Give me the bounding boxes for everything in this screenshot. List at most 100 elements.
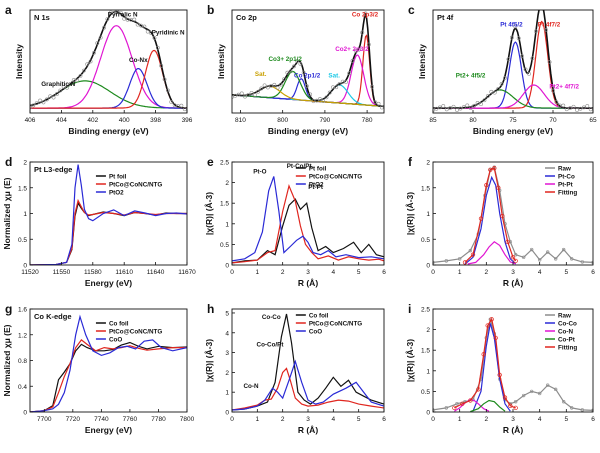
raw-point bbox=[291, 64, 296, 69]
x-tick-label: 80 bbox=[469, 117, 477, 124]
panel-i: i 0 1 2 3 4 5 6 0 0.5 1 1.5 2 2.5 R (Å) |χ(R)| (Å-3) Raw… bbox=[405, 302, 595, 435]
raw-point bbox=[44, 97, 49, 102]
fit-marker bbox=[502, 395, 508, 400]
raw-point bbox=[314, 98, 319, 103]
raw-point bbox=[357, 47, 361, 52]
raw-point bbox=[58, 88, 63, 93]
series-line-6 bbox=[232, 12, 384, 108]
y-tick-label: 0.4 bbox=[18, 384, 27, 391]
x-axis-label: R (Å) bbox=[298, 425, 318, 435]
annotation: Co-Nx bbox=[129, 57, 148, 64]
raw-point bbox=[256, 89, 260, 94]
x-tick-label: 4 bbox=[538, 416, 542, 423]
x-tick-label: 5 bbox=[565, 416, 569, 423]
raw-point bbox=[233, 93, 238, 98]
panel-a: a 406 404 402 400 398 396 Binding energy (eV) In… bbox=[5, 3, 193, 136]
annotation: Pyrrolic N bbox=[108, 12, 138, 19]
x-tick-label: 790 bbox=[319, 117, 330, 124]
x-tick-label: 0 bbox=[230, 269, 234, 276]
plot-area bbox=[30, 10, 187, 112]
raw-point bbox=[55, 92, 59, 96]
fit-marker bbox=[484, 183, 489, 188]
x-tick-label: 2 bbox=[485, 269, 489, 276]
y-tick-label: 1 bbox=[426, 368, 430, 375]
raw-point bbox=[516, 36, 521, 41]
legend-label: Pt-Co bbox=[558, 173, 575, 180]
raw-point bbox=[81, 68, 86, 73]
raw-point bbox=[468, 106, 473, 110]
y-tick-label: 0.5 bbox=[421, 237, 430, 244]
raw-point bbox=[523, 67, 528, 72]
x-tick-label: 11610 bbox=[115, 269, 133, 276]
y-axis-label: |χ(R)| (Å-3) bbox=[204, 192, 214, 235]
annotation: Co 2p1/2 bbox=[294, 73, 321, 80]
raw-point bbox=[269, 83, 273, 88]
raw-point bbox=[239, 91, 244, 96]
panel-b: b 810 800 790 780 Binding energy (eV) Intensit… bbox=[207, 3, 385, 136]
x-axis-label: R (Å) bbox=[503, 425, 523, 435]
panel-g: g 7700 7720 7740 7760 7780 7800 0 0.4 0.8 1.2 1.6 En… bbox=[2, 302, 195, 435]
raw-point bbox=[272, 82, 277, 87]
raw-point bbox=[544, 28, 549, 32]
series-line-2 bbox=[467, 241, 516, 265]
fit-marker bbox=[493, 335, 498, 340]
y-tick-label: 0.5 bbox=[220, 242, 229, 249]
raw-point bbox=[252, 92, 257, 97]
raw-point bbox=[513, 24, 518, 29]
raw-marker bbox=[580, 260, 585, 264]
x-axis-label: Binding energy (eV) bbox=[68, 126, 148, 136]
x-tick-label: 4 bbox=[538, 269, 542, 276]
y-tick-label: 2.5 bbox=[421, 307, 430, 314]
raw-point bbox=[363, 11, 368, 16]
raw-point bbox=[278, 82, 283, 87]
panel-letter: f bbox=[408, 155, 413, 169]
legend-label: Co-Co bbox=[558, 320, 577, 327]
y-tick-label: 1 bbox=[225, 390, 229, 397]
fit-marker bbox=[489, 317, 494, 322]
raw-point bbox=[575, 108, 579, 112]
raw-point bbox=[561, 103, 566, 108]
raw-marker bbox=[521, 393, 526, 398]
raw-marker bbox=[537, 258, 542, 262]
raw-marker bbox=[444, 259, 449, 263]
x-axis-label: Energy (eV) bbox=[85, 425, 132, 435]
raw-marker bbox=[569, 257, 574, 261]
raw-point bbox=[172, 103, 177, 108]
raw-point bbox=[305, 84, 309, 89]
raw-point bbox=[551, 88, 555, 93]
y-axis-label: Intensity bbox=[417, 44, 427, 79]
raw-point bbox=[102, 25, 106, 30]
annotation: Pyridinic N bbox=[152, 30, 185, 37]
raw-point bbox=[98, 35, 103, 40]
y-tick-label: 3 bbox=[225, 350, 229, 357]
series-line-2 bbox=[30, 314, 187, 412]
raw-point bbox=[236, 92, 241, 97]
series-line-1 bbox=[472, 323, 511, 412]
raw-point bbox=[337, 82, 342, 86]
x-tick-label: 7780 bbox=[151, 416, 166, 423]
plot-area bbox=[433, 165, 593, 265]
raw-marker bbox=[444, 406, 449, 410]
y-tick-label: 5 bbox=[225, 310, 229, 317]
raw-point bbox=[353, 49, 358, 53]
fit-marker bbox=[497, 372, 502, 378]
panel-letter: a bbox=[5, 3, 12, 17]
annotation: Sat. bbox=[255, 71, 267, 78]
raw-marker bbox=[455, 402, 459, 406]
annotation: Graphitic N bbox=[41, 81, 75, 88]
x-tick-label: 800 bbox=[277, 117, 288, 124]
raw-point bbox=[350, 59, 355, 63]
y-axis-label: Intensity bbox=[216, 44, 226, 79]
raw-point bbox=[499, 81, 504, 86]
x-tick-label: 7760 bbox=[123, 416, 138, 423]
x-tick-label: 65 bbox=[589, 117, 597, 124]
y-tick-label: 1.5 bbox=[220, 201, 229, 208]
panel-title: Pt L3-edge bbox=[34, 165, 72, 174]
x-tick-label: 398 bbox=[150, 117, 161, 124]
x-tick-label: 1 bbox=[256, 416, 260, 423]
fit-marker bbox=[460, 401, 465, 406]
raw-point bbox=[139, 23, 143, 28]
legend-label: PtCo@CoNC/NTG bbox=[309, 173, 362, 180]
plot-area bbox=[433, 317, 593, 412]
raw-point bbox=[496, 87, 501, 91]
